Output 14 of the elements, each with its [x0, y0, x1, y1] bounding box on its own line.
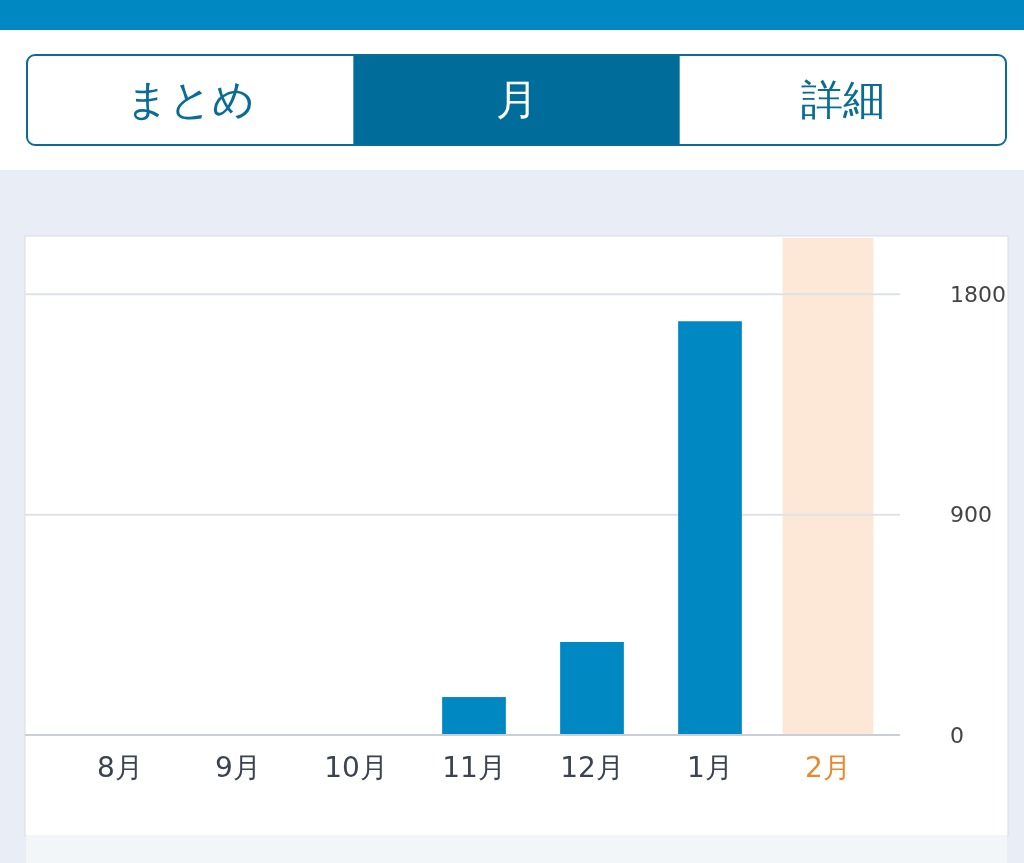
- bar: [560, 641, 624, 735]
- bar: [678, 321, 742, 735]
- x-tick-label: 2月: [805, 750, 851, 784]
- y-tick-label: 0: [950, 722, 964, 748]
- x-tick-label: 10月: [324, 750, 388, 784]
- y-tick-label: 900: [950, 502, 992, 528]
- x-tick-label: 11月: [442, 750, 506, 784]
- x-tick-label: 8月: [97, 750, 143, 784]
- x-tick-label: 12月: [560, 750, 624, 784]
- x-tick-label: 9月: [215, 750, 261, 784]
- y-tick-label: 1800: [950, 281, 1006, 307]
- x-tick-label: 1月: [687, 750, 733, 784]
- bar: [442, 697, 506, 735]
- segmented-control: まとめ 月 詳細: [26, 54, 1007, 146]
